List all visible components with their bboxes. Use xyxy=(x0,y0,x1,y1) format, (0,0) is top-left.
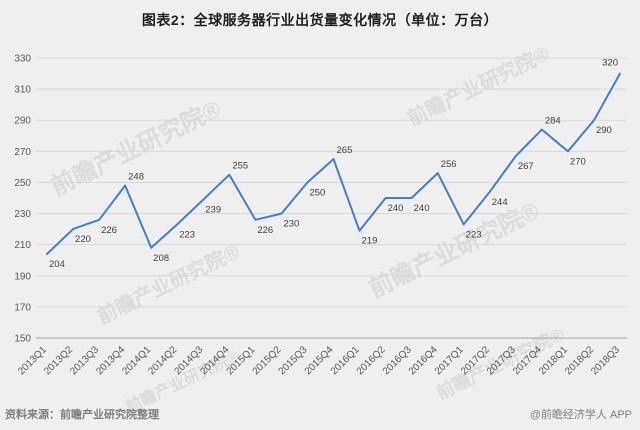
y-axis-tick-label: 170 xyxy=(14,302,31,313)
y-axis-tick-label: 150 xyxy=(14,334,31,345)
data-point-label: 204 xyxy=(49,259,65,270)
y-axis-tick-label: 330 xyxy=(14,54,31,65)
y-axis-tick-label: 290 xyxy=(14,116,31,127)
data-point-label: 255 xyxy=(232,161,248,172)
data-point-label: 239 xyxy=(205,205,221,216)
data-point-label: 223 xyxy=(466,229,482,240)
data-point-label: 223 xyxy=(179,229,195,240)
data-point-label: 230 xyxy=(283,219,299,230)
data-point-label: 270 xyxy=(570,156,586,167)
data-line xyxy=(46,72,621,255)
data-point-label: 284 xyxy=(545,116,561,127)
y-axis-tick-label: 250 xyxy=(14,178,31,189)
y-axis-tick-label: 230 xyxy=(14,209,31,220)
data-point-label: 248 xyxy=(128,172,144,183)
y-axis-tick-label: 210 xyxy=(14,240,31,251)
data-point-label: 240 xyxy=(414,203,430,214)
app-credit: @前瞻经济学人 APP xyxy=(529,409,632,421)
data-point-label: 265 xyxy=(337,145,353,156)
data-point-label: 290 xyxy=(596,125,612,136)
x-axis-tick-label: 2018Q3 xyxy=(589,344,622,377)
data-point-label: 208 xyxy=(153,253,169,264)
data-point-label: 267 xyxy=(518,161,534,172)
y-axis-tick-label: 310 xyxy=(14,85,31,96)
data-point-label: 240 xyxy=(388,203,404,214)
chart-title: 图表2：全球服务器行业出货量变化情况（单位：万台） xyxy=(141,12,499,28)
data-point-label: 244 xyxy=(492,197,508,208)
data-point-label: 250 xyxy=(309,187,325,198)
data-point-label: 220 xyxy=(75,234,91,245)
data-point-label: 256 xyxy=(441,159,457,170)
data-point-label: 320 xyxy=(602,58,618,69)
source-note: 资料来源：前瞻产业研究院整理 xyxy=(5,409,159,421)
data-point-label: 226 xyxy=(257,225,273,236)
y-axis-tick-label: 190 xyxy=(14,271,31,282)
data-point-label: 226 xyxy=(101,225,117,236)
data-point-label: 219 xyxy=(362,236,378,247)
y-axis-tick-label: 270 xyxy=(14,147,31,158)
